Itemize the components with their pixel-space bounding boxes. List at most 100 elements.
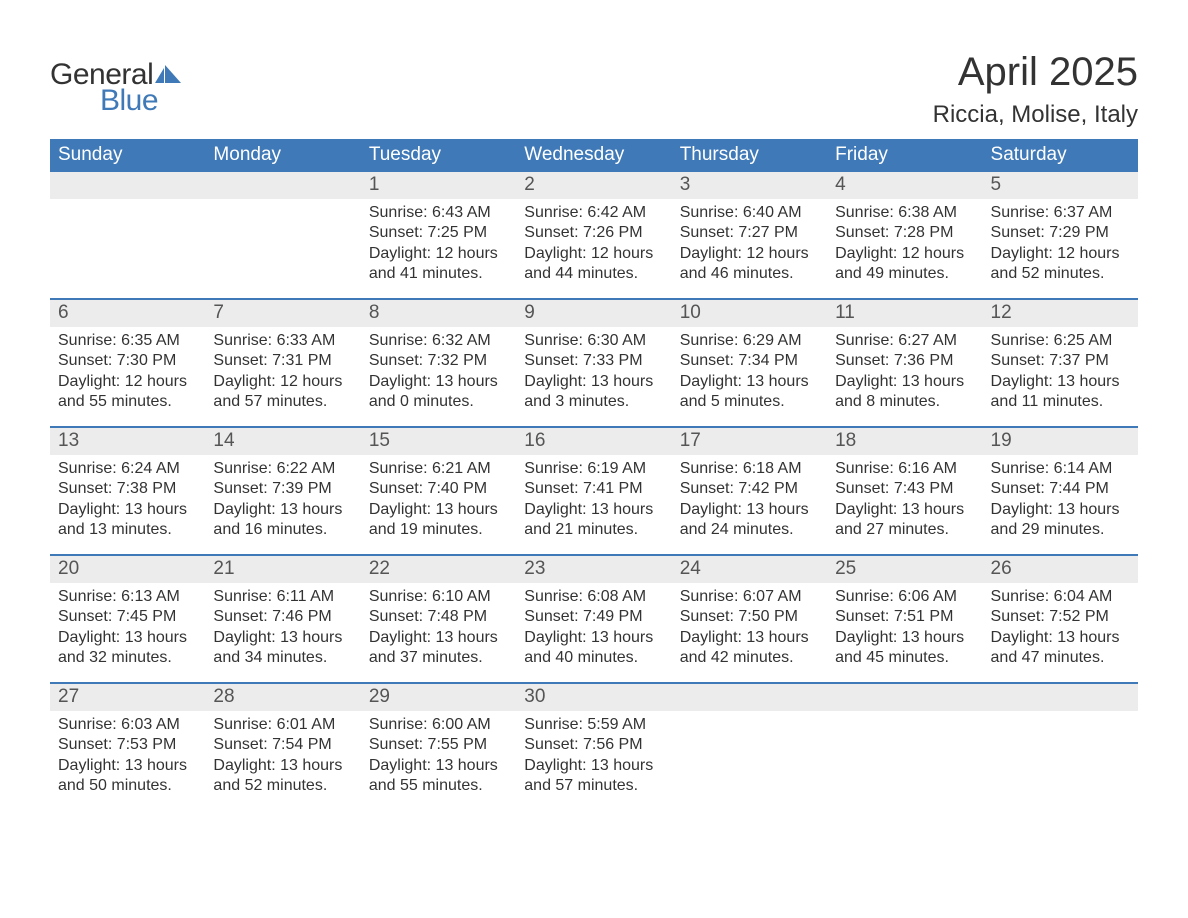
daylight-line: Daylight: 13 hours and 52 minutes. [213, 756, 352, 797]
daylight-line: Daylight: 13 hours and 11 minutes. [991, 372, 1130, 413]
logo-flag-icon [155, 63, 183, 88]
day-number: 15 [361, 428, 516, 455]
sunrise-line: Sunrise: 5:59 AM [524, 715, 663, 735]
sunset-line: Sunset: 7:34 PM [680, 351, 819, 371]
daylight-line: Daylight: 12 hours and 44 minutes. [524, 244, 663, 285]
sunset-line: Sunset: 7:26 PM [524, 223, 663, 243]
day-cell: 20Sunrise: 6:13 AMSunset: 7:45 PMDayligh… [50, 556, 205, 682]
daylight-line: Daylight: 12 hours and 49 minutes. [835, 244, 974, 285]
sunrise-line: Sunrise: 6:18 AM [680, 459, 819, 479]
day-number: 23 [516, 556, 671, 583]
daylight-line: Daylight: 12 hours and 52 minutes. [991, 244, 1130, 285]
daylight-line: Daylight: 13 hours and 55 minutes. [369, 756, 508, 797]
week-row: 1Sunrise: 6:43 AMSunset: 7:25 PMDaylight… [50, 172, 1138, 298]
day-body: Sunrise: 6:29 AMSunset: 7:34 PMDaylight:… [672, 327, 827, 413]
weekday-header: Friday [827, 139, 982, 172]
weekday-header-row: SundayMondayTuesdayWednesdayThursdayFrid… [50, 139, 1138, 172]
day-number: 24 [672, 556, 827, 583]
weekday-header: Wednesday [516, 139, 671, 172]
day-body: Sunrise: 6:06 AMSunset: 7:51 PMDaylight:… [827, 583, 982, 669]
sunset-line: Sunset: 7:49 PM [524, 607, 663, 627]
calendar: SundayMondayTuesdayWednesdayThursdayFrid… [50, 139, 1138, 810]
day-number: 8 [361, 300, 516, 327]
day-cell: 6Sunrise: 6:35 AMSunset: 7:30 PMDaylight… [50, 300, 205, 426]
day-number [50, 172, 205, 199]
day-body: Sunrise: 6:24 AMSunset: 7:38 PMDaylight:… [50, 455, 205, 541]
day-cell: 13Sunrise: 6:24 AMSunset: 7:38 PMDayligh… [50, 428, 205, 554]
sunrise-line: Sunrise: 6:38 AM [835, 203, 974, 223]
day-cell: 15Sunrise: 6:21 AMSunset: 7:40 PMDayligh… [361, 428, 516, 554]
weekday-header: Thursday [672, 139, 827, 172]
day-number: 18 [827, 428, 982, 455]
day-number: 27 [50, 684, 205, 711]
day-number [672, 684, 827, 711]
sunrise-line: Sunrise: 6:42 AM [524, 203, 663, 223]
calendar-page: General Blue April 2025 Riccia, Molise, … [0, 0, 1188, 918]
sunrise-line: Sunrise: 6:25 AM [991, 331, 1130, 351]
sunset-line: Sunset: 7:25 PM [369, 223, 508, 243]
day-cell: 21Sunrise: 6:11 AMSunset: 7:46 PMDayligh… [205, 556, 360, 682]
day-cell: 22Sunrise: 6:10 AMSunset: 7:48 PMDayligh… [361, 556, 516, 682]
daylight-line: Daylight: 13 hours and 42 minutes. [680, 628, 819, 669]
day-body: Sunrise: 6:40 AMSunset: 7:27 PMDaylight:… [672, 199, 827, 285]
daylight-line: Daylight: 13 hours and 8 minutes. [835, 372, 974, 413]
day-cell: 23Sunrise: 6:08 AMSunset: 7:49 PMDayligh… [516, 556, 671, 682]
sunset-line: Sunset: 7:41 PM [524, 479, 663, 499]
day-number: 7 [205, 300, 360, 327]
day-number: 19 [983, 428, 1138, 455]
day-cell [672, 684, 827, 810]
day-number [827, 684, 982, 711]
sunset-line: Sunset: 7:37 PM [991, 351, 1130, 371]
sunrise-line: Sunrise: 6:29 AM [680, 331, 819, 351]
header: General Blue April 2025 Riccia, Molise, … [50, 50, 1138, 129]
sunrise-line: Sunrise: 6:10 AM [369, 587, 508, 607]
sunrise-line: Sunrise: 6:11 AM [213, 587, 352, 607]
sunrise-line: Sunrise: 6:01 AM [213, 715, 352, 735]
weeks-container: 1Sunrise: 6:43 AMSunset: 7:25 PMDaylight… [50, 172, 1138, 810]
day-number [205, 172, 360, 199]
day-body: Sunrise: 6:11 AMSunset: 7:46 PMDaylight:… [205, 583, 360, 669]
day-body: Sunrise: 6:22 AMSunset: 7:39 PMDaylight:… [205, 455, 360, 541]
sunset-line: Sunset: 7:42 PM [680, 479, 819, 499]
day-body: Sunrise: 6:30 AMSunset: 7:33 PMDaylight:… [516, 327, 671, 413]
weekday-header: Saturday [983, 139, 1138, 172]
day-body: Sunrise: 6:38 AMSunset: 7:28 PMDaylight:… [827, 199, 982, 285]
daylight-line: Daylight: 13 hours and 16 minutes. [213, 500, 352, 541]
day-number: 26 [983, 556, 1138, 583]
sunset-line: Sunset: 7:46 PM [213, 607, 352, 627]
sunrise-line: Sunrise: 6:33 AM [213, 331, 352, 351]
sunset-line: Sunset: 7:29 PM [991, 223, 1130, 243]
day-number [983, 684, 1138, 711]
day-number: 3 [672, 172, 827, 199]
day-body: Sunrise: 6:00 AMSunset: 7:55 PMDaylight:… [361, 711, 516, 797]
day-number: 22 [361, 556, 516, 583]
day-cell: 5Sunrise: 6:37 AMSunset: 7:29 PMDaylight… [983, 172, 1138, 298]
location-subtitle: Riccia, Molise, Italy [933, 101, 1138, 129]
daylight-line: Daylight: 13 hours and 24 minutes. [680, 500, 819, 541]
daylight-line: Daylight: 13 hours and 29 minutes. [991, 500, 1130, 541]
day-cell: 10Sunrise: 6:29 AMSunset: 7:34 PMDayligh… [672, 300, 827, 426]
sunrise-line: Sunrise: 6:16 AM [835, 459, 974, 479]
day-cell: 2 Sunrise: 6:42 AMSunset: 7:26 PMDaylight… [516, 172, 671, 298]
day-cell: 12Sunrise: 6:25 AMSunset: 7:37 PMDayligh… [983, 300, 1138, 426]
sunrise-line: Sunrise: 6:14 AM [991, 459, 1130, 479]
day-number: 4 [827, 172, 982, 199]
sunset-line: Sunset: 7:40 PM [369, 479, 508, 499]
sunrise-line: Sunrise: 6:04 AM [991, 587, 1130, 607]
day-number: 28 [205, 684, 360, 711]
sunset-line: Sunset: 7:45 PM [58, 607, 197, 627]
week-row: 20Sunrise: 6:13 AMSunset: 7:45 PMDayligh… [50, 554, 1138, 682]
sunrise-line: Sunrise: 6:19 AM [524, 459, 663, 479]
sunrise-line: Sunrise: 6:37 AM [991, 203, 1130, 223]
day-body: Sunrise: 6:04 AMSunset: 7:52 PMDaylight:… [983, 583, 1138, 669]
day-number: 10 [672, 300, 827, 327]
sunset-line: Sunset: 7:54 PM [213, 735, 352, 755]
sunrise-line: Sunrise: 6:03 AM [58, 715, 197, 735]
logo: General Blue [50, 58, 183, 118]
day-number: 2 [516, 172, 671, 199]
sunrise-line: Sunrise: 6:40 AM [680, 203, 819, 223]
day-cell: 9Sunrise: 6:30 AMSunset: 7:33 PMDaylight… [516, 300, 671, 426]
day-cell: 7Sunrise: 6:33 AMSunset: 7:31 PMDaylight… [205, 300, 360, 426]
day-cell: 4Sunrise: 6:38 AMSunset: 7:28 PMDaylight… [827, 172, 982, 298]
day-cell: 11Sunrise: 6:27 AMSunset: 7:36 PMDayligh… [827, 300, 982, 426]
